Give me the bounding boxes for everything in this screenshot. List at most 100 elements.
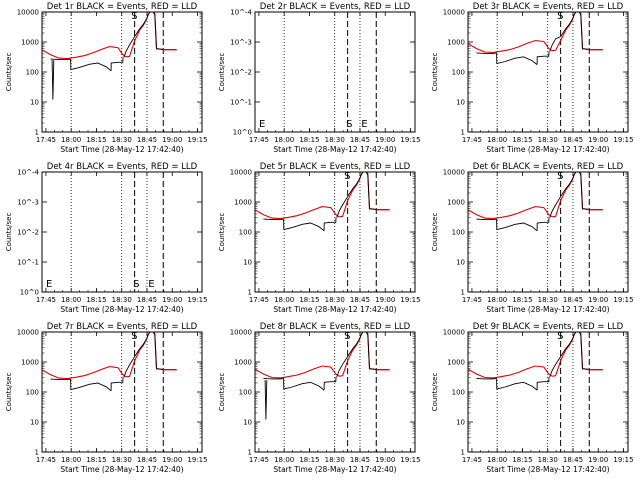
y-tick-label: 1 <box>248 449 252 457</box>
y-tick-label: 1000 <box>447 199 465 207</box>
start-marker: S <box>557 171 563 182</box>
x-tick-label: 18:15 <box>86 136 106 144</box>
x-tick-label: 19:15 <box>187 296 207 304</box>
y-tick-label: 1 <box>461 449 465 457</box>
events-series-line <box>549 171 590 218</box>
x-tick-label: 19:15 <box>400 296 420 304</box>
x-tick-label: 18:15 <box>299 136 319 144</box>
x-tick-label: 18:45 <box>563 136 583 144</box>
x-tick-label: 18:45 <box>137 296 157 304</box>
x-tick-label: 18:00 <box>487 136 507 144</box>
y-axis-title: Counts/sec <box>431 213 439 252</box>
x-tick-label: 17:45 <box>462 296 482 304</box>
events-series-line <box>323 217 337 231</box>
start-marker: S <box>131 11 137 22</box>
events-series-line <box>476 52 497 54</box>
chart-panel: Det 7r BLACK = Events, RED = LLD 17:45 18:… <box>5 322 208 474</box>
y-tick-label: 1000 <box>447 39 465 47</box>
x-tick-label: 18:30 <box>538 456 558 464</box>
y-tick-label: 1 <box>461 129 465 137</box>
y-tick-label: 100 <box>452 229 465 237</box>
start-marker: S <box>346 119 352 130</box>
y-axis-title: Counts/sec <box>218 213 226 252</box>
lld-series-line <box>467 331 603 379</box>
x-axis-title: Start Time (28-May-12 17:42:40) <box>486 305 609 314</box>
x-axis-title: Start Time (28-May-12 17:42:40) <box>60 145 183 154</box>
y-tick-label: 10000 <box>17 9 39 17</box>
x-tick-label: 18:15 <box>86 456 106 464</box>
end-marker-left: E <box>259 119 265 130</box>
x-axis-title: Start Time (28-May-12 17:42:40) <box>486 145 609 154</box>
chart-panel: Det 3r BLACK = Events, RED = LLD 17:45 18:… <box>431 2 634 154</box>
x-tick-label: 19:15 <box>613 136 633 144</box>
x-tick-label: 18:15 <box>512 296 532 304</box>
x-tick-label: 18:00 <box>61 456 81 464</box>
events-series-line <box>123 331 164 378</box>
y-tick-label: 10^-1 <box>230 99 252 107</box>
events-series-line <box>549 11 590 52</box>
y-tick-label: 1000 <box>21 359 39 367</box>
x-tick-label: 19:15 <box>613 296 633 304</box>
y-tick-label: 10^-1 <box>17 259 39 267</box>
y-tick-label: 10^-3 <box>17 199 39 207</box>
events-series-line <box>70 59 112 72</box>
x-tick-label: 18:45 <box>563 456 583 464</box>
x-tick-label: 17:45 <box>36 136 56 144</box>
x-tick-label: 19:15 <box>187 136 207 144</box>
events-series-line <box>496 378 538 391</box>
x-tick-label: 18:15 <box>512 456 532 464</box>
y-tick-label: 100 <box>239 229 252 237</box>
y-tick-label: 10 <box>30 99 39 107</box>
x-tick-label: 18:30 <box>112 136 132 144</box>
x-tick-label: 19:00 <box>588 296 608 304</box>
lld-series-line <box>41 11 177 60</box>
events-series-line <box>536 217 550 231</box>
events-series-line <box>496 52 538 65</box>
events-series-line <box>283 219 325 232</box>
x-axis-title: Start Time (28-May-12 17:42:40) <box>273 145 396 154</box>
end-marker: E <box>361 119 367 130</box>
y-tick-label: 100 <box>452 389 465 397</box>
chart-title: Det 2r BLACK = Events, RED = LLD <box>260 2 411 12</box>
events-series-line <box>496 219 538 232</box>
x-tick-label: 18:00 <box>274 136 294 144</box>
x-tick-label: 19:00 <box>375 456 395 464</box>
chart-title: Det 4r BLACK = Events, RED = LLD <box>47 162 198 172</box>
y-tick-label: 10 <box>456 419 465 427</box>
x-tick-label: 18:45 <box>350 296 370 304</box>
x-tick-label: 18:30 <box>538 136 558 144</box>
y-tick-label: 10 <box>30 419 39 427</box>
y-tick-label: 10 <box>243 259 252 267</box>
events-series-line <box>263 218 284 221</box>
y-axis-title: Counts/sec <box>5 213 13 252</box>
x-axis-title: Start Time (28-May-12 17:42:40) <box>273 465 396 474</box>
x-tick-label: 19:00 <box>375 136 395 144</box>
events-series-line <box>263 377 284 380</box>
y-tick-label: 10000 <box>17 329 39 337</box>
x-tick-label: 19:15 <box>613 456 633 464</box>
x-tick-label: 18:15 <box>299 296 319 304</box>
start-marker: S <box>557 11 563 22</box>
x-tick-label: 19:15 <box>187 456 207 464</box>
x-tick-label: 17:45 <box>249 296 269 304</box>
x-tick-label: 18:45 <box>350 136 370 144</box>
events-series-line <box>549 331 590 378</box>
y-tick-label: 10000 <box>230 169 252 177</box>
chart-panel: Det 8r BLACK = Events, RED = LLD 17:45 18:… <box>218 322 421 474</box>
x-tick-label: 17:45 <box>36 296 56 304</box>
events-series-line <box>536 377 550 391</box>
events-dip-line <box>51 60 55 100</box>
x-axis-title: Start Time (28-May-12 17:42:40) <box>273 305 396 314</box>
x-tick-label: 19:00 <box>588 136 608 144</box>
y-tick-label: 10000 <box>230 329 252 337</box>
events-series-line <box>283 378 325 391</box>
start-marker: S <box>344 171 350 182</box>
events-series-line <box>70 379 112 392</box>
y-axis-title: Counts/sec <box>5 53 13 92</box>
x-tick-label: 19:00 <box>162 136 182 144</box>
lld-series-line <box>254 331 390 379</box>
y-tick-label: 10 <box>456 259 465 267</box>
chart-title: Det 8r BLACK = Events, RED = LLD <box>260 322 411 332</box>
y-tick-label: 10^0 <box>20 289 39 297</box>
chart-title: Det 6r BLACK = Events, RED = LLD <box>473 162 624 172</box>
